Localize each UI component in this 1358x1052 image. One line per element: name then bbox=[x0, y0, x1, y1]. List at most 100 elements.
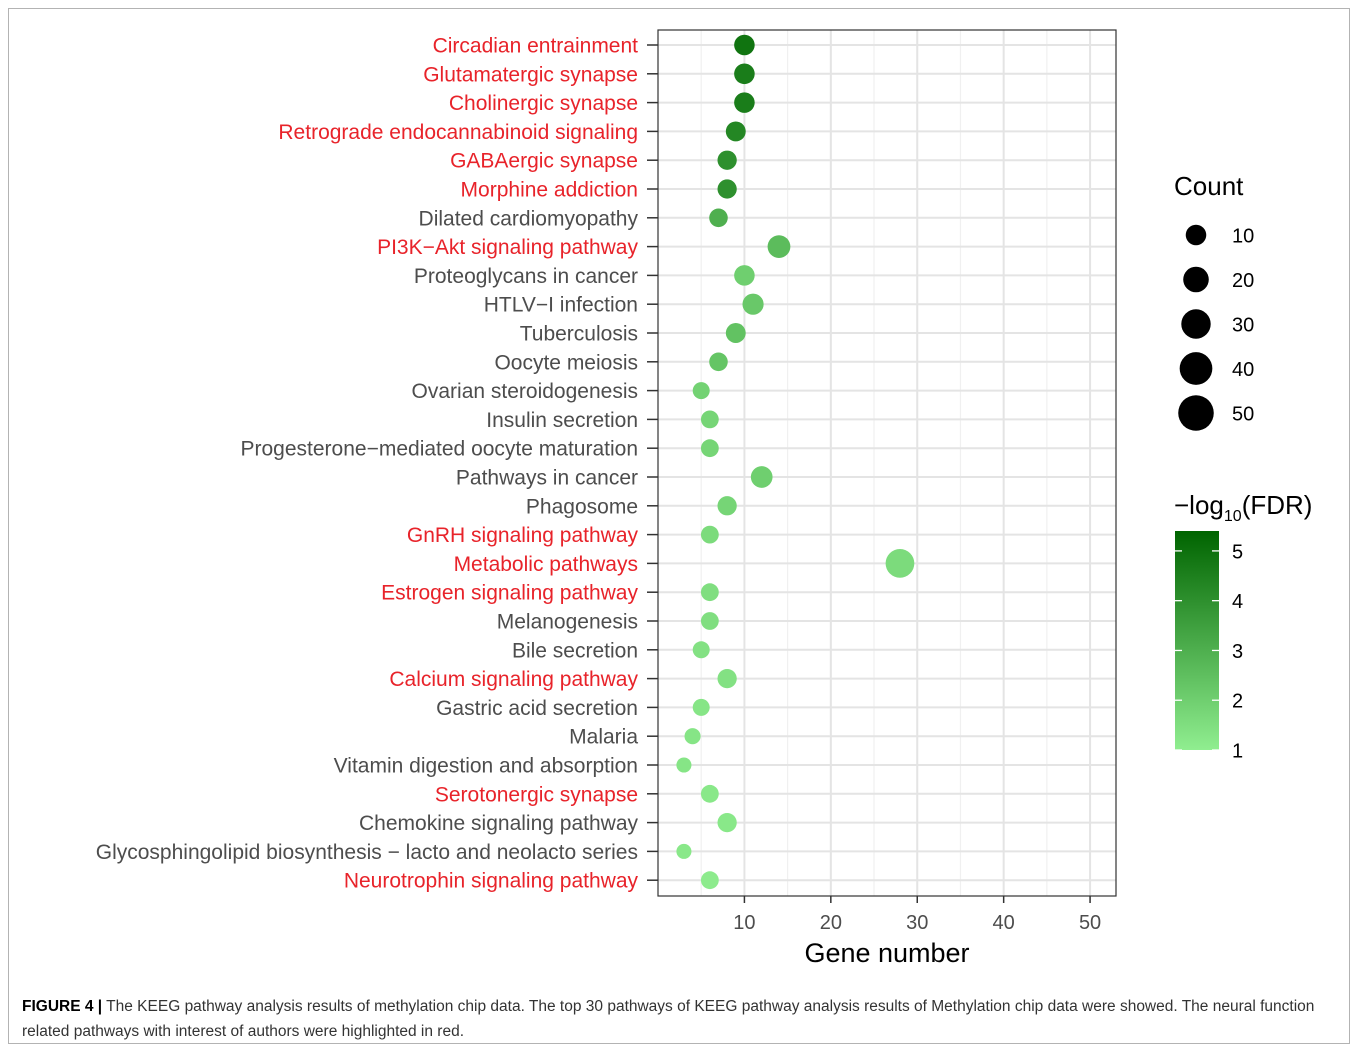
fdr-tick-label: 3 bbox=[1232, 641, 1243, 663]
y-tick-label: Oocyte meiosis bbox=[494, 351, 638, 374]
y-tick-label: Ovarian steroidogenesis bbox=[412, 380, 638, 403]
point bbox=[692, 698, 710, 716]
fdr-tick-label: 1 bbox=[1232, 741, 1243, 763]
point bbox=[709, 352, 728, 372]
point bbox=[700, 583, 719, 602]
x-tick-label: 30 bbox=[906, 912, 928, 934]
y-tick-label: Insulin secretion bbox=[486, 409, 638, 432]
y-tick-label: Serotonergic synapse bbox=[435, 783, 638, 806]
x-axis-title: Gene number bbox=[804, 938, 969, 968]
y-tick-label: Proteoglycans in cancer bbox=[414, 265, 638, 288]
point bbox=[700, 612, 719, 630]
point bbox=[700, 784, 719, 803]
y-tick-label: Retrograde endocannabinoid signaling bbox=[278, 121, 638, 144]
y-axis: Circadian entrainment Glutamatergic synap… bbox=[96, 35, 658, 893]
point bbox=[725, 121, 746, 142]
point bbox=[700, 871, 719, 890]
y-tick-label: Phagosome bbox=[526, 495, 638, 518]
point bbox=[676, 757, 692, 773]
y-tick-label: Glycosphingolipid biosynthesis − lacto a… bbox=[96, 841, 638, 864]
count-legend-label: 20 bbox=[1232, 270, 1254, 292]
count-legend-title: Count bbox=[1174, 171, 1244, 201]
count-legend-key bbox=[1181, 309, 1211, 339]
count-legend-label: 30 bbox=[1232, 315, 1254, 337]
y-tick-label: Tuberculosis bbox=[520, 323, 638, 346]
y-tick-label: GnRH signaling pathway bbox=[407, 524, 639, 547]
point bbox=[734, 63, 755, 85]
point bbox=[717, 150, 737, 170]
point bbox=[717, 812, 737, 833]
fdr-tick-label: 5 bbox=[1232, 541, 1243, 563]
point bbox=[742, 293, 764, 315]
y-tick-label: Metabolic pathways bbox=[454, 553, 638, 576]
figure-caption: FIGURE 4 | The KEEG pathway analysis res… bbox=[22, 994, 1332, 1044]
y-tick-label: Calcium signaling pathway bbox=[389, 668, 638, 691]
y-tick-label: Progesterone−mediated oocyte maturation bbox=[241, 438, 639, 461]
count-legend-label: 50 bbox=[1232, 404, 1254, 426]
y-tick-label: Gastric acid secretion bbox=[436, 697, 638, 720]
point bbox=[700, 525, 719, 544]
point bbox=[717, 668, 737, 689]
x-tick-label: 20 bbox=[820, 912, 842, 934]
point bbox=[717, 496, 737, 516]
y-tick-label: Glutamatergic synapse bbox=[423, 63, 638, 86]
point bbox=[676, 843, 692, 859]
x-tick-label: 10 bbox=[733, 912, 755, 934]
point bbox=[692, 382, 710, 400]
x-axis: 10 20 30 40 50 bbox=[733, 896, 1101, 934]
y-tick-label: Circadian entrainment bbox=[433, 35, 639, 58]
count-legend-key bbox=[1183, 266, 1209, 293]
point bbox=[692, 641, 710, 659]
x-tick-label: 40 bbox=[993, 912, 1015, 934]
figure-frame bbox=[8, 8, 1350, 1044]
minor-gridlines bbox=[700, 30, 1048, 896]
fdr-legend-title-suffix: (FDR) bbox=[1242, 490, 1313, 520]
dot-plot: Circadian entrainment Glutamatergic synap… bbox=[96, 29, 1312, 968]
point bbox=[700, 410, 719, 429]
plot-border bbox=[657, 29, 1117, 897]
count-legend-key bbox=[1185, 224, 1207, 246]
y-tick-label: Chemokine signaling pathway bbox=[359, 812, 638, 835]
y-tick-label: Neurotrophin signaling pathway bbox=[344, 870, 639, 893]
fdr-legend-title-sub: 10 bbox=[1224, 508, 1242, 525]
point bbox=[717, 179, 737, 199]
point bbox=[700, 439, 719, 458]
y-tick-label: Dilated cardiomyopathy bbox=[419, 207, 639, 230]
y-tick-label: Morphine addiction bbox=[461, 179, 638, 202]
fdr-tick-label: 2 bbox=[1232, 691, 1243, 713]
caption-text: The KEEG pathway analysis results of met… bbox=[22, 998, 1315, 1040]
point bbox=[725, 323, 746, 343]
fdr-legend: −log10(FDR) 5 4 3 2 1 bbox=[1174, 490, 1312, 763]
point bbox=[734, 265, 755, 286]
y-tick-label: HTLV−I infection bbox=[484, 294, 638, 317]
point bbox=[734, 34, 755, 56]
y-tick-label: Vitamin digestion and absorption bbox=[334, 755, 638, 778]
caption-label: FIGURE 4 | bbox=[22, 998, 103, 1015]
y-tick-label: PI3K−Akt signaling pathway bbox=[377, 236, 638, 259]
fdr-colorbar bbox=[1175, 531, 1219, 750]
point bbox=[734, 92, 755, 113]
data-points bbox=[676, 34, 915, 890]
fdr-legend-title-prefix: −log bbox=[1174, 490, 1224, 520]
point bbox=[684, 728, 701, 745]
point bbox=[885, 549, 915, 578]
y-tick-label: Bile secretion bbox=[512, 639, 638, 662]
count-legend-label: 10 bbox=[1232, 226, 1254, 248]
fdr-legend-title: −log10(FDR) bbox=[1174, 490, 1312, 525]
count-legend-key bbox=[1178, 395, 1214, 431]
count-legend-label: 40 bbox=[1232, 359, 1254, 381]
fdr-tick-label: 4 bbox=[1232, 591, 1243, 613]
y-tick-label: Cholinergic synapse bbox=[449, 92, 638, 115]
y-tick-label: Malaria bbox=[569, 726, 638, 749]
plot-panel bbox=[658, 30, 1116, 896]
point bbox=[709, 208, 728, 228]
count-legend: Count 10 20 30 40 50 bbox=[1174, 171, 1254, 431]
y-tick-label: Estrogen signaling pathway bbox=[381, 582, 638, 605]
point bbox=[750, 466, 773, 488]
y-tick-label: Melanogenesis bbox=[497, 611, 638, 634]
point bbox=[767, 235, 791, 258]
x-tick-label: 50 bbox=[1079, 912, 1101, 934]
y-tick-label: Pathways in cancer bbox=[456, 467, 638, 490]
y-tick-label: GABAergic synapse bbox=[450, 150, 638, 173]
count-legend-key bbox=[1179, 352, 1213, 385]
